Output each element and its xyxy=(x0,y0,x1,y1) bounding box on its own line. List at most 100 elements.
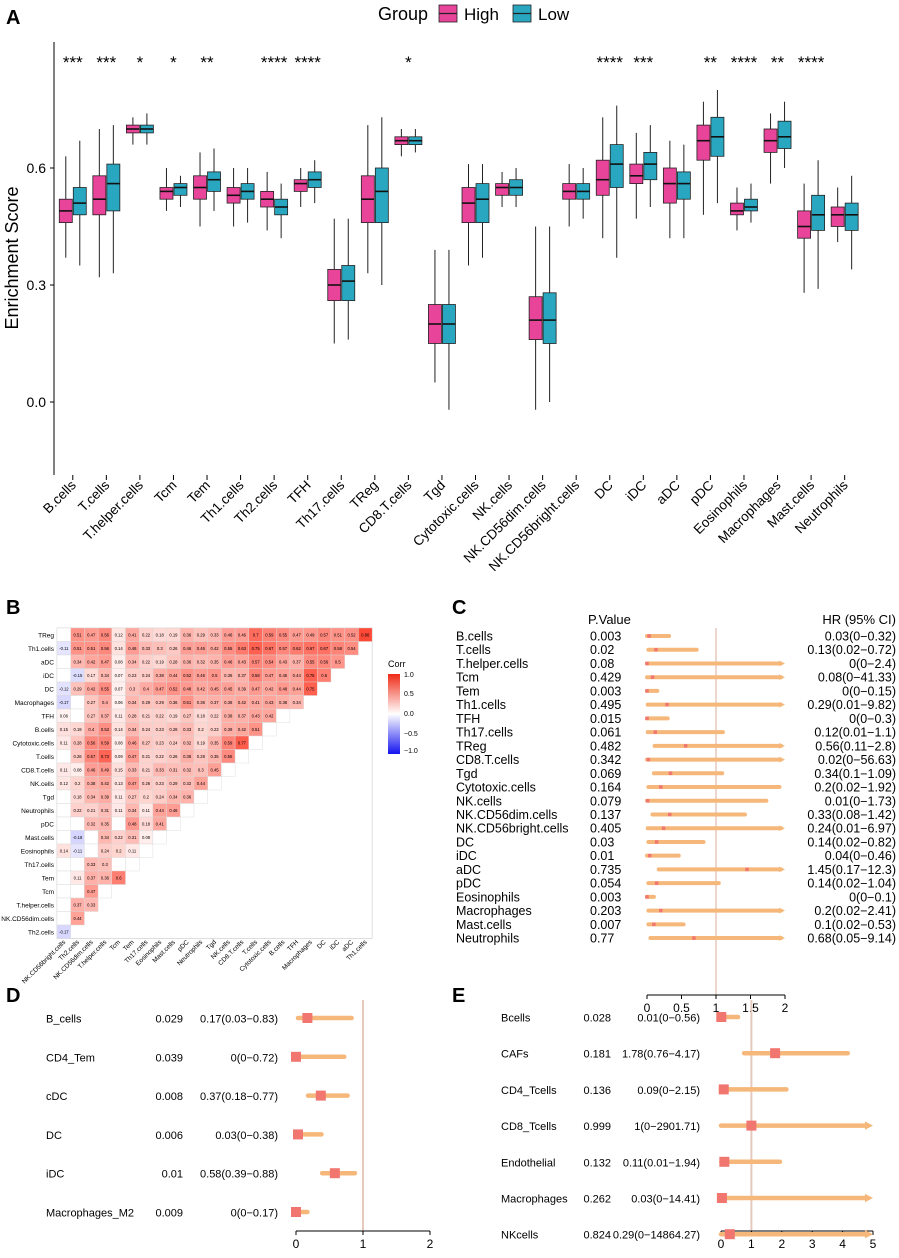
heatmap-cell-value: 0.42 xyxy=(87,659,96,664)
heatmap-cell xyxy=(166,816,181,831)
box-high xyxy=(662,167,677,204)
significance-label: ** xyxy=(200,53,214,72)
heatmap-cell-value: -0.15 xyxy=(73,673,83,678)
heatmap-cell-value: 0.32 xyxy=(87,821,96,826)
row-hr: 0.13(0.02−0.72) xyxy=(807,643,896,657)
row-label: T.helper.cells xyxy=(456,657,528,671)
row-hr: 0(0−0.3) xyxy=(849,712,896,726)
heatmap-cell-value: 0.06 xyxy=(60,713,69,718)
row-pvalue: 0.01 xyxy=(162,1169,183,1181)
hr-estimate-point xyxy=(692,936,696,940)
corr-legend-tick: 1.0 xyxy=(404,672,414,679)
heatmap-cell-value: 0.5 xyxy=(335,659,341,664)
row-hr: 0.02(0−56.63) xyxy=(818,753,896,767)
heatmap-row-label: Tem xyxy=(42,875,54,882)
panel-label-b: B xyxy=(6,597,20,619)
box-low xyxy=(542,292,557,344)
box-high xyxy=(629,163,644,185)
row-label: Macrophages_M2 xyxy=(46,1208,134,1220)
heatmap-cell-value: 0.26 xyxy=(169,646,178,651)
row-label: Tcm xyxy=(456,671,479,685)
box-low xyxy=(475,183,490,224)
row-hr: 0.14(0.02−0.82) xyxy=(807,835,896,849)
heatmap-cell-value: 0.56 xyxy=(320,659,329,664)
x-tick-label: 1 xyxy=(748,1237,755,1251)
hr-estimate-point xyxy=(652,922,656,927)
hr-estimate-point xyxy=(668,771,673,776)
heatmap-cell-value: 0.35 xyxy=(210,754,219,759)
heatmap-cell-value: 0.29 xyxy=(73,686,82,691)
heatmap-cell-value: 0.14 xyxy=(115,727,124,732)
row-pvalue: 0.495 xyxy=(590,698,621,712)
heatmap-cell-value: 0.42 xyxy=(87,686,96,691)
hr-estimate-point xyxy=(293,1129,304,1140)
heatmap-cell-value: 0.54 xyxy=(347,646,356,651)
heatmap-cell xyxy=(248,735,263,750)
row-label: Macrophages xyxy=(501,1194,568,1206)
heatmap-cell-value: 0.58 xyxy=(334,646,343,651)
box-low xyxy=(609,144,624,188)
heatmap-cell-value: 0.37 xyxy=(238,673,247,678)
row-pvalue: 0.262 xyxy=(583,1194,611,1206)
heatmap-col-label: DC xyxy=(316,939,328,951)
heatmap-cell-value: 0.22 xyxy=(142,632,151,637)
heatmap-cell-value: 0.67 xyxy=(265,646,274,651)
heatmap-cell-value: 0.37 xyxy=(293,659,302,664)
heatmap-cell-value: 0.18 xyxy=(156,632,165,637)
heatmap-cell-value: 0.62 xyxy=(293,646,302,651)
box-high xyxy=(159,187,174,200)
x-tick-label: DC xyxy=(591,477,616,502)
heatmap-cell-value: 0.21 xyxy=(142,713,151,718)
heatmap-row-label: Cytotoxic.cells xyxy=(12,740,54,747)
heatmap-cell xyxy=(262,722,277,737)
row-pvalue: 0.342 xyxy=(590,753,621,767)
hr-estimate-point xyxy=(645,689,649,693)
heatmap-cell-value: 0.57 xyxy=(252,659,261,664)
box-low xyxy=(374,167,389,223)
heatmap-cell-value: 0.46 xyxy=(183,646,192,651)
heatmap-cell-value: 0.3 xyxy=(129,686,135,691)
heatmap-cell-value: 0.51 xyxy=(334,632,343,637)
heatmap-cell-value: 0.77 xyxy=(238,740,247,745)
heatmap-cell-value: 0.38 xyxy=(279,700,288,705)
row-pvalue: 0.003 xyxy=(590,630,621,644)
ci-arrow xyxy=(779,935,785,941)
hr-estimate-point xyxy=(716,1012,727,1022)
heatmap-cell-value: 0.22 xyxy=(115,835,124,840)
hr-estimate-point xyxy=(665,702,669,707)
row-pvalue: 0.009 xyxy=(155,1208,183,1220)
row-label: Cytotoxic.cells xyxy=(456,781,536,795)
box-low xyxy=(777,120,792,149)
heatmap-cell-value: -0.12 xyxy=(59,686,69,691)
hr-estimate-point xyxy=(654,881,659,885)
heatmap-cell-value: 0.19 xyxy=(73,727,82,732)
row-pvalue: 0.006 xyxy=(155,1130,183,1142)
ci-arrow xyxy=(779,907,785,914)
box-low xyxy=(811,194,825,231)
row-label: Th1.cells xyxy=(456,698,506,712)
box-low xyxy=(676,171,691,200)
hr-estimate-point xyxy=(770,1048,781,1059)
heatmap-cell xyxy=(70,884,85,899)
heatmap-row-label: TReg xyxy=(38,632,54,639)
hr-estimate-point xyxy=(653,730,658,734)
heatmap-cell-value: 0.33 xyxy=(87,862,96,867)
hr-estimate-point xyxy=(716,1193,727,1203)
heatmap-cell-value: 0.46 xyxy=(224,632,233,637)
heatmap-cell-value: 0.09 xyxy=(115,754,124,759)
significance-label: **** xyxy=(798,53,825,72)
row-hr: 0.29(0−14864.27) xyxy=(613,1230,700,1242)
x-tick-label: Tem xyxy=(184,478,213,507)
row-hr: 0.56(0.11−2.8) xyxy=(815,739,896,753)
heatmap-cell-value: 0.55 xyxy=(224,754,233,759)
heatmap-cell-value: 0.46 xyxy=(197,673,206,678)
heatmap-cell-value: 0.33 xyxy=(128,767,137,772)
heatmap-cell-value: 0.15 xyxy=(60,727,69,732)
x-tick-label: 0.5 xyxy=(673,1001,690,1015)
heatmap-cell-value: 0.29 xyxy=(156,700,165,705)
panel-label-d: D xyxy=(6,985,20,1007)
corr-legend-tick: −1.0 xyxy=(404,748,418,755)
heatmap-cell-value: 0.23 xyxy=(156,727,165,732)
heatmap-cell-value: 0.5 xyxy=(212,673,218,678)
